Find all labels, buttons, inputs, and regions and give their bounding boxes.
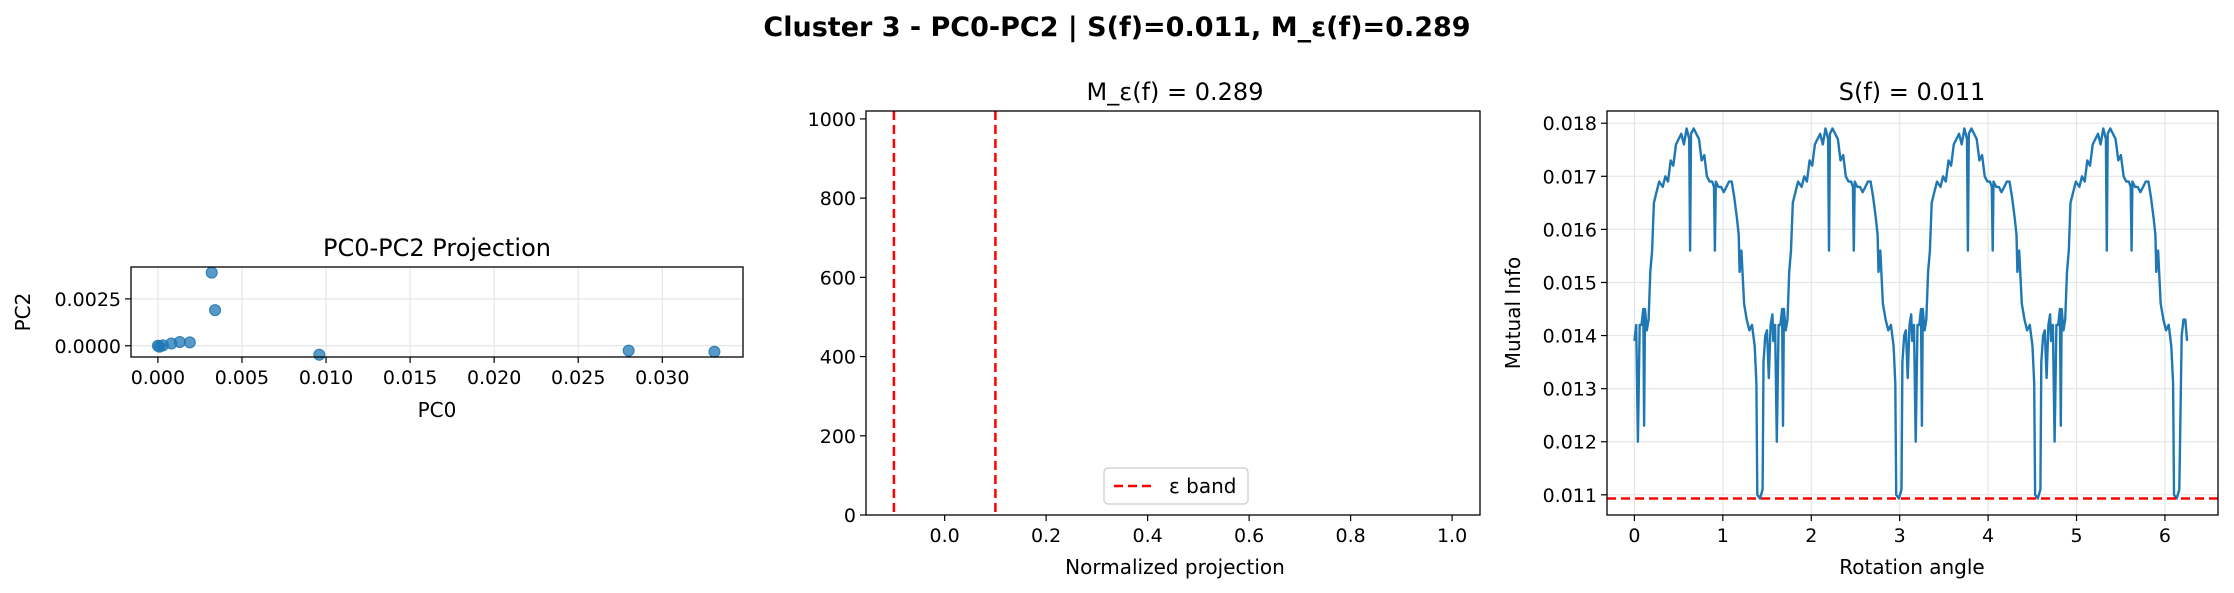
mutual-info-xtick-label: 5	[2070, 525, 2082, 547]
mutual-info-xlabel: Rotation angle	[1839, 555, 1985, 579]
epsilon-xlabel: Normalized projection	[1065, 555, 1285, 579]
epsilon-xtick-label: 0.0	[930, 525, 960, 547]
scatter-point	[173, 336, 186, 348]
epsilon-panel: 0.0 0.2 0.4 0.6 0.8 1.0 0 200 400 600 800 1000 M_ε(…	[808, 78, 1481, 579]
mutual-info-title: S(f) = 0.011	[1839, 78, 1985, 106]
epsilon-ytick-label: 800	[820, 188, 856, 210]
mutual-info-ytick-label: 0.011	[1543, 485, 1597, 507]
scatter-title: PC0-PC2 Projection	[323, 234, 551, 262]
mutual-info-ytick-label: 0.018	[1543, 113, 1597, 135]
mutual-info-ytick-label: 0.014	[1543, 326, 1597, 348]
scatter-point	[209, 304, 222, 317]
mutual-info-xtick-label: 3	[1894, 525, 1906, 547]
mutual-info-series-line	[1633, 127, 2189, 500]
scatter-xtick-label: 0.030	[635, 367, 689, 389]
epsilon-band-lines	[892, 111, 997, 515]
scatter-point	[183, 336, 196, 349]
scatter-xtick-label: 0.005	[215, 367, 269, 389]
mutual-info-ytick-label: 0.015	[1543, 272, 1597, 294]
epsilon-ytick-label: 1000	[808, 109, 856, 131]
mutual-info-ytick-label: 0.016	[1543, 219, 1597, 241]
epsilon-legend: ε band	[1103, 467, 1249, 505]
scatter-point	[313, 348, 326, 361]
scatter-ylabel: PC2	[11, 293, 35, 332]
mutual-info-axes-frame	[1606, 110, 2219, 516]
epsilon-ytick-label: 0	[844, 505, 856, 527]
scatter-xtick-label: 0.010	[299, 367, 353, 389]
epsilon-xtick-label: 0.6	[1234, 525, 1264, 547]
scatter-ytick-label: 0.0000	[55, 336, 121, 358]
epsilon-ticks: 0.0 0.2 0.4 0.6 0.8 1.0 0 200 400 600 800 1000	[808, 109, 1468, 547]
scatter-grid	[131, 267, 743, 357]
mutual-info-ticks: 0 1 2 3 4 5 6 0.011 0.012 0.013 0.014 0.015 0.016 0.0…	[1543, 113, 2171, 547]
epsilon-xtick-label: 0.4	[1133, 525, 1163, 547]
mutual-info-xtick-label: 4	[1982, 525, 1994, 547]
mutual-info-xtick-label: 6	[2159, 525, 2171, 547]
epsilon-xtick-label: 0.8	[1335, 525, 1365, 547]
scatter-point	[205, 266, 218, 279]
mutual-info-ylabel: Mutual Info	[1501, 257, 1525, 369]
mutual-info-panel: 0 1 2 3 4 5 6 0.011 0.012 0.013 0.014 0.015 0.016 0.0…	[1501, 78, 2219, 579]
scatter-xtick-label: 0.000	[131, 367, 185, 389]
scatter-ytick-label: 0.0025	[55, 289, 121, 311]
epsilon-ytick-label: 200	[820, 426, 856, 448]
scatter-ticks: 0.000 0.005 0.010 0.015 0.020 0.025 0.030 0.000…	[55, 289, 690, 389]
mutual-info-xtick-label: 1	[1717, 525, 1729, 547]
mutual-info-lines	[1607, 127, 2218, 500]
scatter-point	[622, 344, 635, 357]
mutual-info-ytick-label: 0.012	[1543, 432, 1597, 454]
epsilon-title: M_ε(f) = 0.289	[1087, 78, 1264, 106]
scatter-xtick-label: 0.015	[383, 367, 437, 389]
scatter-points	[151, 266, 721, 361]
scatter-xtick-label: 0.020	[467, 367, 521, 389]
epsilon-xtick-label: 1.0	[1437, 525, 1467, 547]
mutual-info-grid	[1607, 111, 2218, 515]
legend-frame	[1103, 467, 1249, 505]
scatter-point	[708, 345, 721, 358]
epsilon-axes-frame	[865, 110, 1481, 516]
scatter-panel: 0.000 0.005 0.010 0.015 0.020 0.025 0.030 0.000…	[11, 234, 744, 422]
legend-label: ε band	[1169, 474, 1237, 498]
epsilon-xtick-label: 0.2	[1031, 525, 1061, 547]
scatter-xlabel: PC0	[418, 398, 457, 422]
figure-suptitle: Cluster 3 - PC0-PC2 | S(f)=0.011, M_ε(f)…	[763, 12, 1470, 43]
epsilon-ytick-label: 400	[820, 347, 856, 369]
mutual-info-ytick-label: 0.013	[1543, 379, 1597, 401]
scatter-axes-frame	[130, 266, 744, 358]
mutual-info-ytick-label: 0.017	[1543, 166, 1597, 188]
mutual-info-xtick-label: 2	[1805, 525, 1817, 547]
scatter-xtick-label: 0.025	[551, 367, 605, 389]
epsilon-ytick-label: 600	[820, 267, 856, 289]
mutual-info-xtick-label: 0	[1628, 525, 1640, 547]
